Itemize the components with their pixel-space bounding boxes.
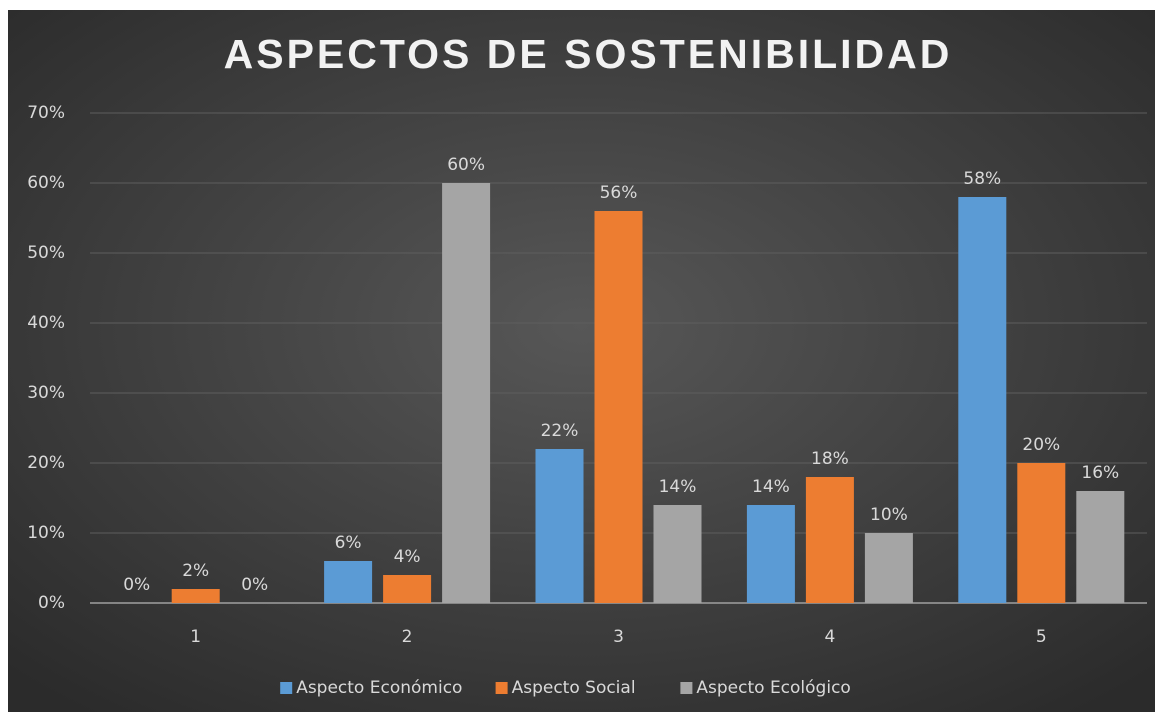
bar bbox=[805, 477, 854, 603]
data-label: 56% bbox=[600, 183, 638, 203]
legend-label: Aspecto Ecológico bbox=[696, 678, 850, 698]
bar bbox=[746, 505, 795, 603]
bar bbox=[1017, 463, 1066, 603]
y-tick-label: 40% bbox=[27, 313, 65, 333]
bar bbox=[171, 589, 220, 603]
data-label: 2% bbox=[182, 561, 209, 581]
data-label: 0% bbox=[123, 575, 150, 595]
legend-label: Aspecto Social bbox=[512, 678, 636, 698]
bar bbox=[442, 183, 491, 603]
x-tick-label: 5 bbox=[1036, 627, 1047, 647]
y-tick-label: 50% bbox=[27, 243, 65, 263]
bar bbox=[653, 505, 702, 603]
y-tick-label: 60% bbox=[27, 173, 65, 193]
bar bbox=[594, 211, 643, 603]
data-label: 18% bbox=[811, 449, 849, 469]
legend-swatch bbox=[495, 682, 508, 694]
x-tick-label: 3 bbox=[613, 627, 624, 647]
data-label: 0% bbox=[241, 575, 268, 595]
y-tick-label: 0% bbox=[38, 593, 65, 613]
chart-title: ASPECTOS DE SOSTENIBILIDAD bbox=[224, 31, 953, 77]
legend-swatch bbox=[280, 682, 293, 694]
data-label: 20% bbox=[1022, 435, 1060, 455]
data-label: 14% bbox=[752, 477, 790, 497]
data-label: 14% bbox=[659, 477, 697, 497]
bar bbox=[383, 575, 432, 603]
data-label: 16% bbox=[1081, 463, 1119, 483]
bar bbox=[324, 561, 373, 603]
legend-swatch bbox=[680, 682, 693, 694]
y-tick-label: 20% bbox=[27, 453, 65, 473]
y-tick-label: 10% bbox=[27, 523, 65, 543]
bar bbox=[535, 449, 584, 603]
data-label: 58% bbox=[963, 169, 1001, 189]
y-tick-label: 70% bbox=[27, 103, 65, 123]
x-tick-label: 1 bbox=[190, 627, 201, 647]
x-tick-label: 2 bbox=[402, 627, 413, 647]
data-label: 10% bbox=[870, 505, 908, 525]
x-tick-label: 4 bbox=[824, 627, 835, 647]
bar bbox=[958, 197, 1007, 603]
legend-label: Aspecto Económico bbox=[296, 678, 462, 698]
data-label: 6% bbox=[335, 533, 362, 553]
data-label: 4% bbox=[394, 547, 421, 567]
bar bbox=[1076, 491, 1125, 603]
y-tick-label: 30% bbox=[27, 383, 65, 403]
data-label: 60% bbox=[447, 155, 485, 175]
data-label: 22% bbox=[541, 421, 579, 441]
bar bbox=[864, 533, 913, 603]
